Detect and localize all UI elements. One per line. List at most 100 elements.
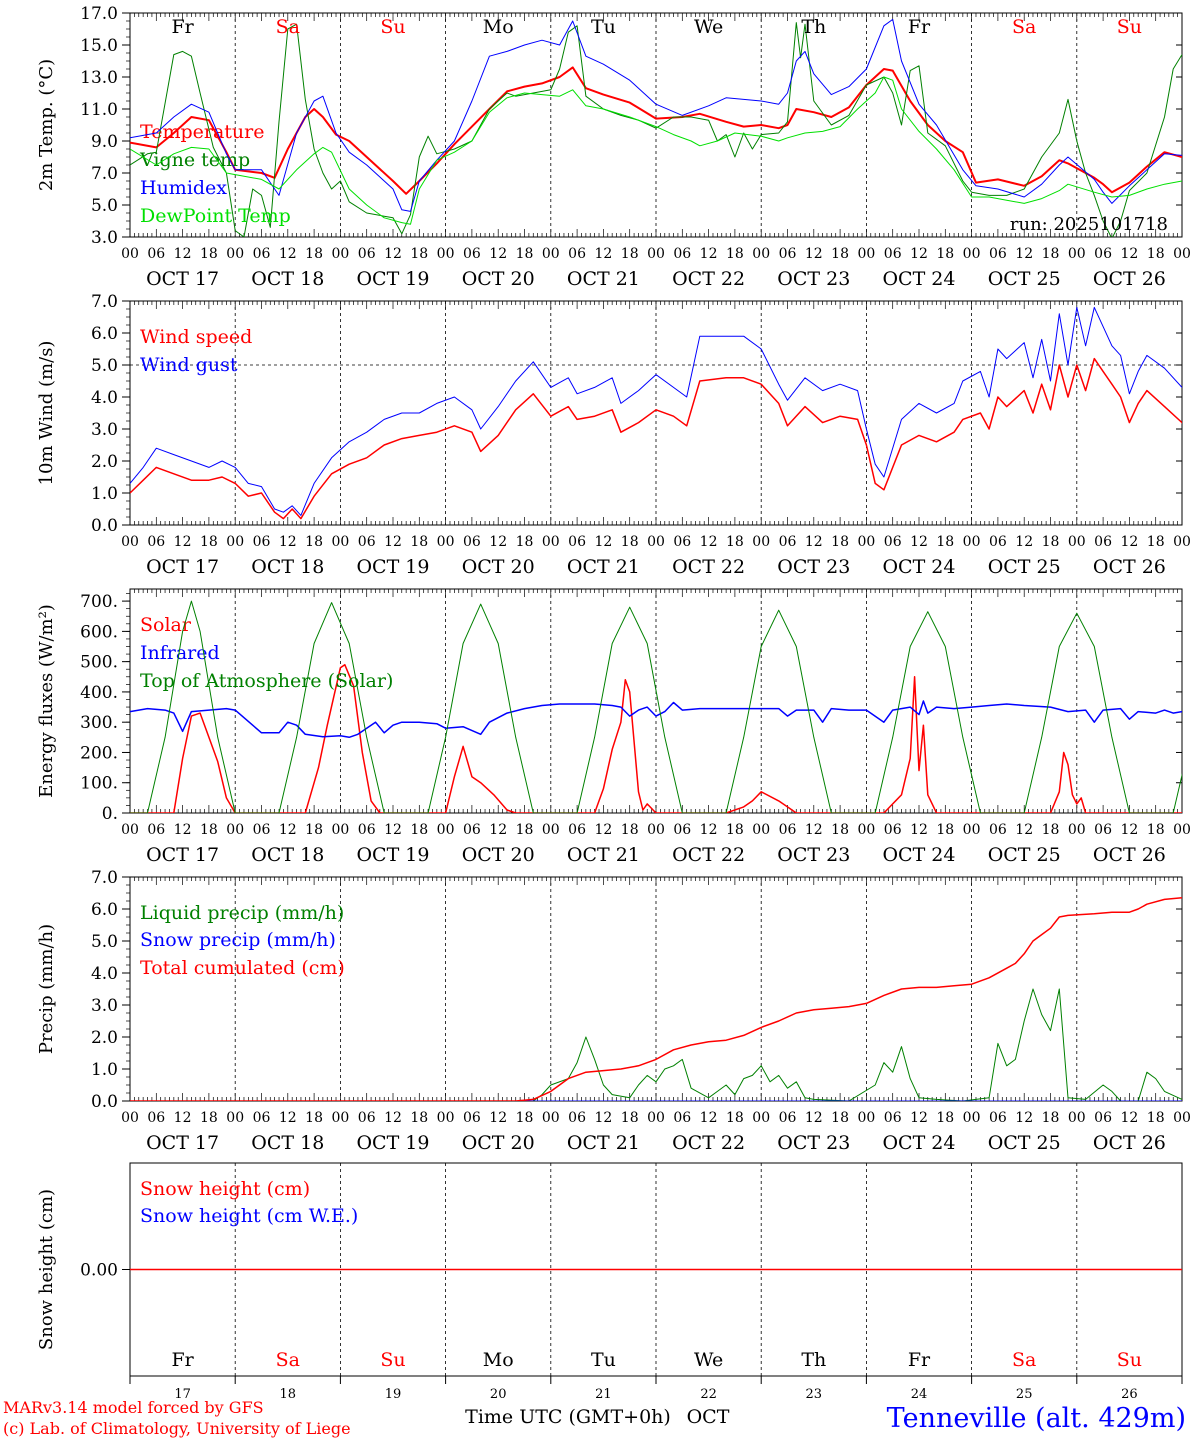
temperature-run-label: run: 2025101718: [1010, 214, 1168, 235]
energy-hour-label: 12: [489, 822, 507, 838]
energy-hour-label: 18: [200, 822, 218, 838]
energy-ytick-label: 600.: [80, 622, 118, 642]
station-name: Tenneville (alt. 429m): [886, 1403, 1186, 1434]
temperature-hour-label: 18: [200, 246, 218, 262]
energy-date-label: OCT 18: [251, 844, 324, 866]
wind-hour-label: 12: [910, 534, 928, 550]
precip-hour-label: 06: [1094, 1110, 1112, 1126]
energy-ylabel: Energy fluxes (W/m²): [36, 604, 57, 798]
energy-hour-label: 18: [305, 822, 323, 838]
wind-series-1: [130, 306, 1182, 516]
energy-hour-label: 06: [568, 822, 586, 838]
temperature-hour-label: 00: [752, 246, 770, 262]
wind-ytick-label: 2.0: [91, 452, 118, 472]
precip-date-label: OCT 18: [251, 1132, 324, 1154]
temperature-hour-label: 06: [568, 246, 586, 262]
wind-hour-label: 06: [673, 534, 691, 550]
energy-hour-label: 00: [857, 822, 875, 838]
temperature-hour-label: 12: [174, 246, 192, 262]
wind-hour-label: 12: [805, 534, 823, 550]
wind-hour-label: 12: [1015, 534, 1033, 550]
temperature-ytick-label: 17.0: [80, 4, 118, 24]
temperature-hour-label: 18: [936, 246, 954, 262]
precip-hour-label: 18: [831, 1110, 849, 1126]
precip-hour-label: 00: [226, 1110, 244, 1126]
wind-hour-label: 00: [857, 534, 875, 550]
temperature-hour-label: 06: [253, 246, 271, 262]
month-label: OCT: [687, 1406, 730, 1428]
precip-hour-label: 00: [963, 1110, 981, 1126]
energy-hour-label: 12: [700, 822, 718, 838]
model-credit: MARv3.14 model forced by GFS: [3, 1398, 264, 1417]
precip-hour-label: 18: [516, 1110, 534, 1126]
wind-hour-label: 06: [884, 534, 902, 550]
precip-hour-label: 18: [726, 1110, 744, 1126]
precip-hour-label: 06: [989, 1110, 1007, 1126]
precip-hour-label: 12: [910, 1110, 928, 1126]
day-label-bottom: Tu: [591, 1349, 616, 1371]
precip-hour-label: 00: [542, 1110, 560, 1126]
precip-hour-label: 00: [857, 1110, 875, 1126]
energy-hour-label: 06: [463, 822, 481, 838]
wind-ytick-label: 7.0: [91, 292, 118, 312]
temperature-hour-label: 06: [779, 246, 797, 262]
temperature-hour-label: 00: [226, 246, 244, 262]
energy-hour-label: 12: [279, 822, 297, 838]
temperature-legend-2: Humidex: [140, 177, 227, 199]
wind-date-label: OCT 26: [1093, 556, 1166, 578]
temperature-hour-label: 06: [463, 246, 481, 262]
precip-hour-label: 06: [358, 1110, 376, 1126]
precip-hour-label: 06: [463, 1110, 481, 1126]
energy-hour-label: 06: [1094, 822, 1112, 838]
temperature-hour-label: 12: [489, 246, 507, 262]
energy-date-label: OCT 19: [356, 844, 429, 866]
precip-hour-label: 00: [331, 1110, 349, 1126]
wind-hour-label: 18: [726, 534, 744, 550]
wind-ytick-label: 4.0: [91, 388, 118, 408]
temperature-legend-0: Temperature: [140, 121, 264, 143]
wind-hour-label: 12: [1120, 534, 1138, 550]
temperature-ylabel: 2m Temp. (°C): [36, 59, 57, 191]
precip-ytick-label: 2.0: [91, 1028, 118, 1048]
wind-hour-label: 06: [1094, 534, 1112, 550]
wind-date-label: OCT 20: [462, 556, 535, 578]
precip-hour-label: 06: [779, 1110, 797, 1126]
wind-hour-label: 18: [410, 534, 428, 550]
wind-hour-label: 00: [1068, 534, 1086, 550]
energy-hour-label: 00: [647, 822, 665, 838]
energy-date-label: OCT 22: [672, 844, 745, 866]
day-label-bottom: Sa: [1012, 1349, 1036, 1371]
energy-legend-2: Top of Atmosphere (Solar): [140, 670, 393, 692]
temperature-hour-label: 00: [542, 246, 560, 262]
temperature-date-label: OCT 17: [146, 268, 219, 290]
temperature-hour-label: 12: [805, 246, 823, 262]
temperature-hour-label: 18: [410, 246, 428, 262]
snow-ylabel: Snow height (cm): [36, 1189, 57, 1350]
energy-hour-label: 06: [884, 822, 902, 838]
energy-hour-label: 06: [989, 822, 1007, 838]
precip-hour-label: 12: [805, 1110, 823, 1126]
energy-hour-label: 12: [910, 822, 928, 838]
wind-date-label: OCT 24: [882, 556, 955, 578]
precip-series-0: [130, 988, 1182, 1101]
temperature-hour-label: 18: [831, 246, 849, 262]
precip-date-label: OCT 19: [356, 1132, 429, 1154]
energy-hour-label: 00: [226, 822, 244, 838]
precip-series-2: [130, 897, 1182, 1101]
wind-hour-label: 00: [647, 534, 665, 550]
energy-legend-0: Solar: [140, 614, 192, 636]
day-label-top: Tu: [591, 16, 616, 38]
temperature-hour-label: 00: [963, 246, 981, 262]
energy-hour-label: 06: [673, 822, 691, 838]
day-label-bottom: Su: [1117, 1349, 1142, 1371]
energy-date-label: OCT 25: [988, 844, 1061, 866]
temperature-hour-label: 00: [437, 246, 455, 262]
precip-hour-label: 12: [384, 1110, 402, 1126]
energy-ytick-label: 700.: [80, 592, 118, 612]
day-label-bottom: Sa: [276, 1349, 300, 1371]
energy-date-label: OCT 20: [462, 844, 535, 866]
precip-hour-label: 12: [594, 1110, 612, 1126]
temperature-date-label: OCT 22: [672, 268, 745, 290]
day-number-label: 24: [911, 1387, 928, 1402]
energy-hour-label: 18: [410, 822, 428, 838]
